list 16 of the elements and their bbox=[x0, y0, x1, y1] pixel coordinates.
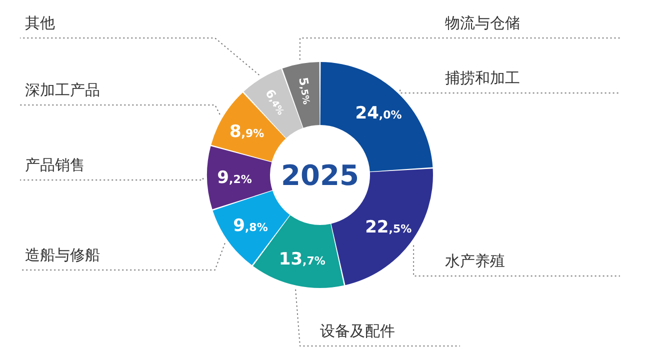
slice-label: 捕捞和加工 bbox=[445, 69, 520, 87]
slice-label: 其他 bbox=[25, 14, 55, 32]
data-label: 8,9% bbox=[229, 122, 264, 142]
slice-label: 造船与修船 bbox=[25, 246, 100, 264]
data-label: 5,5% bbox=[296, 76, 312, 106]
slice-label: 深加工产品 bbox=[25, 81, 100, 99]
data-label: 13,7% bbox=[278, 250, 326, 270]
data-label: 9,8% bbox=[233, 216, 268, 236]
data-label: 22,5% bbox=[365, 217, 412, 238]
slice-label: 产品销售 bbox=[25, 156, 85, 174]
data-label: 9,2% bbox=[217, 168, 252, 188]
data-label: 24,0% bbox=[355, 104, 402, 124]
slice-label: 物流与仓储 bbox=[445, 14, 520, 32]
text: 2025 bbox=[281, 159, 359, 192]
slice-label: 设备及配件 bbox=[320, 322, 395, 340]
slice-label: 水产养殖 bbox=[445, 252, 505, 270]
